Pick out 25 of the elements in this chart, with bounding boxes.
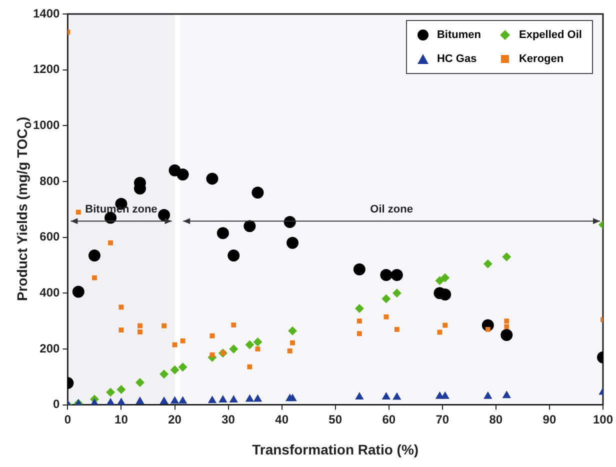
x-tick-label: 20 (168, 412, 182, 426)
x-axis-title: Transformation Ratio (%) (252, 441, 419, 458)
y-tick-label: 200 (40, 341, 60, 356)
x-tick-label: 80 (489, 412, 503, 426)
y-tick-label: 0 (53, 397, 60, 412)
legend-label: HC Gas (436, 53, 477, 65)
x-tick-label: 60 (382, 412, 396, 426)
x-tick-label: 70 (436, 412, 450, 426)
band-label: Oil zone (370, 204, 413, 216)
x-tick-label: 90 (542, 412, 556, 426)
legend-label: Kerogen (518, 53, 564, 65)
x-tick-label: 50 (328, 412, 342, 426)
legend-label: Bitumen (436, 29, 481, 41)
x-tick-label: 0 (64, 412, 72, 426)
y-tick-label: 1000 (32, 118, 60, 132)
legend-label: Expelled Oil (518, 29, 582, 41)
y-tick-label: 400 (40, 285, 60, 300)
x-tick-label: 40 (275, 412, 289, 426)
y-tick-label: 1200 (32, 62, 60, 76)
x-tick-label: 100 (592, 412, 614, 426)
y-tick-label: 600 (40, 230, 60, 244)
y-tick-label: 800 (40, 174, 60, 188)
y-tick-label: 1400 (32, 6, 60, 20)
x-tick-label: 10 (114, 412, 128, 426)
x-tick-label: 30 (222, 412, 236, 426)
